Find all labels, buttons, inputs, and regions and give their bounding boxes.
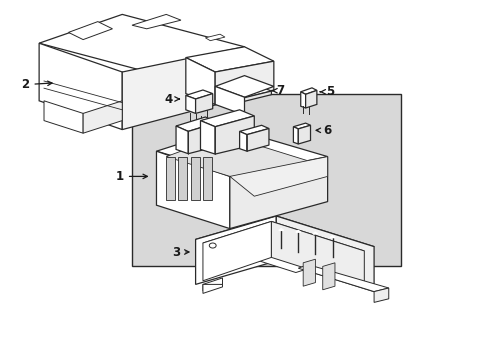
Polygon shape <box>373 288 388 302</box>
Polygon shape <box>300 88 316 94</box>
Polygon shape <box>298 265 388 292</box>
Polygon shape <box>39 14 244 76</box>
Polygon shape <box>203 221 271 281</box>
Polygon shape <box>215 61 273 104</box>
Polygon shape <box>200 121 215 154</box>
Polygon shape <box>200 110 254 127</box>
Polygon shape <box>271 221 364 287</box>
Polygon shape <box>295 230 300 232</box>
Polygon shape <box>39 43 122 130</box>
Polygon shape <box>195 94 212 113</box>
Polygon shape <box>303 259 315 286</box>
Polygon shape <box>293 127 298 144</box>
Text: 1: 1 <box>116 170 147 183</box>
Polygon shape <box>122 47 244 130</box>
Polygon shape <box>312 232 317 234</box>
Circle shape <box>209 243 216 248</box>
Polygon shape <box>156 128 327 180</box>
Text: 4: 4 <box>164 93 179 105</box>
Polygon shape <box>203 221 364 273</box>
Polygon shape <box>239 125 268 135</box>
Polygon shape <box>229 157 327 229</box>
Polygon shape <box>178 157 187 200</box>
Polygon shape <box>195 216 373 270</box>
Polygon shape <box>293 123 310 129</box>
Polygon shape <box>83 101 122 133</box>
Polygon shape <box>232 94 242 102</box>
Polygon shape <box>176 117 217 131</box>
Text: 3: 3 <box>172 246 188 258</box>
Polygon shape <box>322 263 334 290</box>
Polygon shape <box>215 86 244 115</box>
Polygon shape <box>242 91 271 102</box>
Polygon shape <box>205 34 224 41</box>
Text: 5: 5 <box>320 85 333 98</box>
Polygon shape <box>232 87 271 98</box>
Polygon shape <box>276 216 373 292</box>
Polygon shape <box>305 90 316 108</box>
Polygon shape <box>215 116 254 154</box>
Polygon shape <box>190 157 199 200</box>
Polygon shape <box>68 22 112 40</box>
Polygon shape <box>185 90 212 99</box>
Bar <box>132 94 400 266</box>
Polygon shape <box>298 125 310 144</box>
Polygon shape <box>185 47 273 72</box>
Polygon shape <box>239 131 246 151</box>
Polygon shape <box>185 95 195 113</box>
Polygon shape <box>195 216 276 284</box>
Polygon shape <box>185 58 215 104</box>
Polygon shape <box>132 14 181 29</box>
Polygon shape <box>166 135 312 184</box>
Polygon shape <box>278 229 283 230</box>
Polygon shape <box>44 101 83 133</box>
Text: 7: 7 <box>272 84 284 97</box>
Text: 6: 6 <box>316 124 331 137</box>
Polygon shape <box>329 236 334 238</box>
Text: 2: 2 <box>21 78 52 91</box>
Polygon shape <box>229 157 327 196</box>
Polygon shape <box>176 126 188 154</box>
Polygon shape <box>215 76 273 97</box>
Polygon shape <box>300 92 305 108</box>
Polygon shape <box>246 129 268 151</box>
Polygon shape <box>203 284 222 293</box>
Polygon shape <box>188 122 217 154</box>
Polygon shape <box>166 157 175 200</box>
Polygon shape <box>203 157 211 200</box>
Polygon shape <box>156 151 229 229</box>
Polygon shape <box>203 278 222 291</box>
